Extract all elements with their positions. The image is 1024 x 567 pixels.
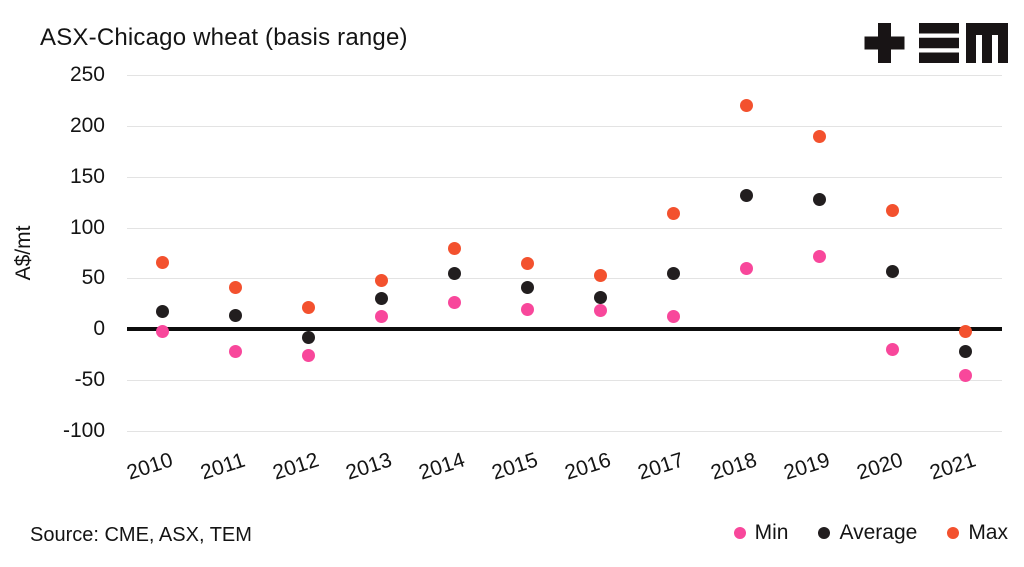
logo-plus-horizontal bbox=[864, 36, 905, 50]
legend-label: Min bbox=[754, 521, 789, 544]
data-point-max-2016 bbox=[593, 268, 607, 282]
x-tick-label-2018: 2018 bbox=[708, 448, 760, 485]
x-tick-label-2010: 2010 bbox=[124, 448, 176, 485]
x-tick-label-2019: 2019 bbox=[781, 448, 833, 485]
data-point-min-2017 bbox=[666, 309, 680, 323]
data-point-min-2014 bbox=[447, 296, 461, 310]
y-tick-label: -50 bbox=[74, 368, 105, 392]
gridline-250 bbox=[127, 75, 1002, 76]
data-point-average-2015 bbox=[520, 281, 534, 295]
data-point-min-2018 bbox=[739, 261, 753, 275]
data-point-average-2012 bbox=[301, 330, 315, 344]
data-point-average-2018 bbox=[739, 188, 753, 202]
data-point-max-2015 bbox=[520, 256, 534, 270]
chart-title: ASX-Chicago wheat (basis range) bbox=[40, 24, 408, 51]
data-point-min-2013 bbox=[374, 309, 388, 323]
data-point-max-2018 bbox=[739, 99, 753, 112]
y-tick-label: 50 bbox=[81, 266, 105, 290]
data-point-max-2011 bbox=[228, 281, 242, 295]
data-point-average-2011 bbox=[228, 308, 242, 322]
gridline-150 bbox=[127, 176, 1002, 178]
zero-baseline bbox=[127, 327, 1002, 332]
gridline-100 bbox=[127, 227, 1002, 229]
y-tick-label: 0 bbox=[93, 317, 105, 341]
data-point-min-2016 bbox=[593, 304, 607, 318]
legend-item-max: Max bbox=[947, 521, 1008, 545]
data-point-average-2013 bbox=[374, 292, 388, 306]
source-note: Source: CME, ASX, TEM bbox=[30, 524, 252, 546]
logo-m-glyph bbox=[966, 23, 1008, 63]
legend-dot-min bbox=[733, 527, 746, 539]
data-point-max-2021 bbox=[958, 324, 972, 338]
gridline-50 bbox=[127, 278, 1002, 280]
data-point-average-2019 bbox=[812, 192, 826, 206]
gridline-200 bbox=[127, 125, 1002, 127]
data-point-max-2013 bbox=[374, 273, 388, 287]
data-point-average-2017 bbox=[666, 266, 680, 280]
x-tick-label-2014: 2014 bbox=[416, 448, 468, 485]
x-tick-label-2015: 2015 bbox=[489, 448, 541, 485]
data-point-max-2019 bbox=[812, 129, 826, 143]
data-point-min-2010 bbox=[155, 324, 169, 338]
plot-area bbox=[127, 75, 1002, 432]
y-tick-label: 250 bbox=[69, 63, 105, 86]
data-point-average-2014 bbox=[447, 266, 461, 280]
logo-bar-middle bbox=[919, 37, 959, 49]
legend-item-min: Min bbox=[733, 521, 789, 545]
x-tick-label-2017: 2017 bbox=[635, 448, 687, 485]
x-tick-label-2016: 2016 bbox=[562, 448, 614, 485]
data-point-average-2016 bbox=[593, 291, 607, 305]
data-point-min-2020 bbox=[885, 343, 899, 357]
data-point-average-2021 bbox=[958, 345, 972, 359]
data-point-min-2015 bbox=[520, 303, 534, 317]
gridline--100 bbox=[127, 431, 1002, 432]
y-tick-label: -100 bbox=[62, 419, 105, 442]
data-point-max-2014 bbox=[447, 242, 461, 256]
legend-dot-max bbox=[947, 527, 960, 539]
y-tick-label: 200 bbox=[69, 113, 105, 137]
legend-dot-average bbox=[818, 527, 831, 539]
tem-logo bbox=[864, 23, 1008, 63]
data-point-max-2010 bbox=[155, 255, 169, 269]
logo-bar-top bbox=[919, 23, 959, 34]
gridline--50 bbox=[127, 380, 1002, 382]
y-tick-label: 100 bbox=[69, 215, 105, 239]
data-point-min-2012 bbox=[301, 349, 315, 363]
x-tick-label-2013: 2013 bbox=[343, 448, 395, 485]
data-point-min-2011 bbox=[228, 345, 242, 359]
data-point-max-2012 bbox=[301, 301, 315, 315]
y-tick-label: 150 bbox=[69, 164, 105, 188]
data-point-average-2010 bbox=[155, 305, 169, 319]
data-point-average-2020 bbox=[885, 264, 899, 278]
x-tick-label-2011: 2011 bbox=[197, 448, 248, 485]
legend-label: Max bbox=[968, 521, 1008, 544]
data-point-min-2019 bbox=[812, 249, 826, 263]
legend-item-average: Average bbox=[818, 521, 917, 545]
x-tick-label-2021: 2021 bbox=[927, 448, 979, 485]
data-point-min-2021 bbox=[958, 368, 972, 382]
data-point-max-2020 bbox=[885, 203, 899, 217]
x-tick-label-2012: 2012 bbox=[270, 448, 322, 485]
logo-bar-bottom bbox=[919, 52, 959, 63]
data-point-max-2017 bbox=[666, 206, 680, 220]
legend: Min Average Max bbox=[733, 521, 1008, 545]
legend-label: Average bbox=[839, 521, 918, 544]
x-tick-label-2020: 2020 bbox=[854, 448, 906, 485]
